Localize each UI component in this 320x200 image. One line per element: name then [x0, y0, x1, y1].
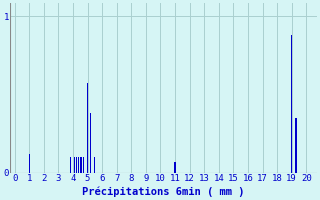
Bar	[78, 157, 79, 173]
Bar	[94, 157, 95, 173]
Bar	[291, 35, 292, 173]
Bar	[174, 162, 176, 173]
Bar	[70, 157, 71, 173]
Bar	[80, 157, 82, 173]
X-axis label: Précipitations 6min ( mm ): Précipitations 6min ( mm )	[82, 186, 244, 197]
Bar	[83, 157, 84, 173]
Bar	[87, 83, 88, 173]
Bar	[76, 157, 77, 173]
Bar	[74, 157, 75, 173]
Bar	[90, 113, 91, 173]
Bar	[295, 118, 297, 173]
Bar	[28, 154, 30, 173]
